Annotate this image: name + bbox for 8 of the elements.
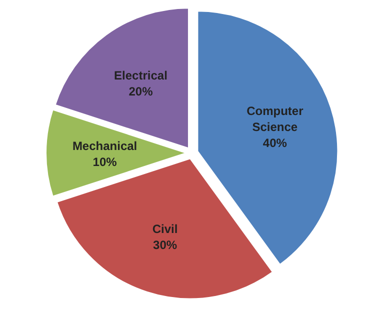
data-label: 40% — [262, 136, 288, 150]
data-label: 30% — [153, 238, 178, 252]
data-label: 20% — [128, 84, 154, 98]
slice-label: Computer Science — [246, 104, 304, 134]
slice-label: Electrical — [114, 68, 168, 82]
slice-label: Civil — [152, 222, 178, 236]
slice-label: Mechanical — [72, 139, 138, 153]
data-label: 10% — [92, 155, 118, 169]
